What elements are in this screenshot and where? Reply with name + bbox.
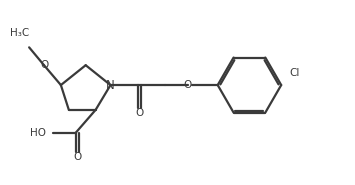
Text: H₃C: H₃C	[10, 28, 29, 38]
Text: O: O	[40, 60, 48, 70]
Text: O: O	[184, 80, 192, 90]
Text: O: O	[136, 108, 144, 118]
Text: O: O	[73, 152, 81, 162]
Text: N: N	[106, 79, 115, 92]
Text: HO: HO	[30, 128, 46, 138]
Text: Cl: Cl	[289, 68, 300, 78]
